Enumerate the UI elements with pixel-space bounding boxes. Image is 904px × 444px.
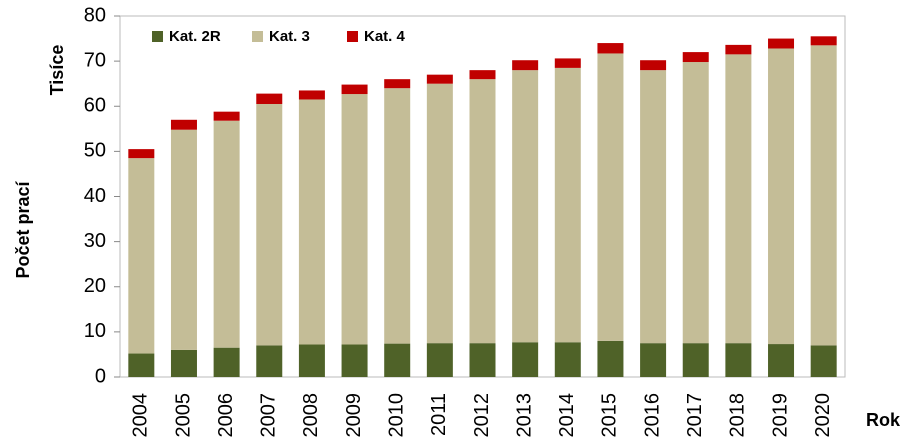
bar-segment xyxy=(170,129,197,350)
y-tick-label: 40 xyxy=(84,185,106,207)
bar-segment xyxy=(597,43,624,54)
x-tick-label: 2004 xyxy=(130,393,152,438)
x-tick-label: 2008 xyxy=(300,393,322,438)
y-unit-label: Tisíce xyxy=(47,45,67,96)
legend-swatch xyxy=(347,31,358,42)
bar-segment xyxy=(170,349,197,377)
bar-segment xyxy=(725,343,752,377)
bar-segment xyxy=(640,60,667,71)
y-tick-label: 60 xyxy=(84,95,106,117)
legend-label: Kat. 3 xyxy=(269,28,310,45)
bar-segment xyxy=(426,83,453,344)
legend-label: Kat. 2R xyxy=(169,28,221,45)
bar-segment xyxy=(426,343,453,377)
x-axis-label: Rok xyxy=(866,410,901,430)
bar-segment xyxy=(640,70,667,344)
bar-segment xyxy=(426,74,453,84)
bar-segment xyxy=(341,344,368,377)
bar-segment xyxy=(768,48,795,345)
bar-segment xyxy=(384,79,411,89)
x-tick-label: 2014 xyxy=(556,393,578,438)
bar-segment xyxy=(469,70,496,80)
x-tick-label: 2011 xyxy=(428,393,450,436)
y-tick-label: 70 xyxy=(84,49,106,71)
bar-segment xyxy=(725,54,752,344)
y-tick-label: 50 xyxy=(84,140,106,162)
y-tick-label: 0 xyxy=(95,365,106,387)
x-tick-label: 2019 xyxy=(769,393,791,438)
bar-segment xyxy=(469,79,496,344)
x-tick-label: 2006 xyxy=(215,393,237,438)
bar-segment xyxy=(768,344,795,377)
bar-segment xyxy=(128,158,155,354)
x-tick-label: 2012 xyxy=(471,393,493,438)
bar-segment xyxy=(512,342,539,377)
bar-segment xyxy=(384,88,411,344)
bar-segment xyxy=(213,347,240,377)
bar-segment xyxy=(554,342,581,377)
bar-segment xyxy=(512,60,539,71)
x-tick-label: 2007 xyxy=(258,393,280,438)
bar-segment xyxy=(682,52,709,63)
bar-segment xyxy=(725,44,752,55)
x-tick-label: 2005 xyxy=(172,393,194,438)
x-tick-label: 2013 xyxy=(513,393,535,438)
bar-segment xyxy=(469,343,496,377)
y-tick-label: 80 xyxy=(84,4,106,26)
bar-segment xyxy=(298,99,325,345)
bar-segment xyxy=(640,343,667,377)
legend-label: Kat. 4 xyxy=(364,28,406,45)
bar-segment xyxy=(298,90,325,100)
bar-segment xyxy=(768,38,795,49)
bar-segment xyxy=(298,344,325,377)
bar-segment xyxy=(170,119,197,130)
bar-segment xyxy=(128,149,155,159)
bar-segment xyxy=(810,45,837,346)
x-tick-label: 2009 xyxy=(343,393,365,438)
bar-segment xyxy=(810,36,837,46)
y-tick-label: 20 xyxy=(84,275,106,297)
x-tick-label: 2018 xyxy=(727,393,749,438)
x-tick-label: 2016 xyxy=(641,393,663,438)
x-tick-label: 2015 xyxy=(599,393,621,438)
bar-segment xyxy=(256,345,283,377)
bar-segment xyxy=(213,120,240,348)
y-tick-label: 30 xyxy=(84,230,106,252)
legend-swatch xyxy=(252,31,263,42)
x-tick-label: 2020 xyxy=(812,393,834,438)
bar-segment xyxy=(128,353,155,377)
y-axis-label: Počet prací xyxy=(13,180,33,278)
y-tick-label: 10 xyxy=(84,320,106,342)
x-tick-label: 2010 xyxy=(385,393,407,438)
bar-segment xyxy=(341,94,368,345)
bar-segment xyxy=(256,103,283,346)
bar-segment xyxy=(384,343,411,377)
bar-segment xyxy=(256,93,283,104)
legend-swatch xyxy=(152,31,163,42)
bar-segment xyxy=(554,67,581,343)
bar-segment xyxy=(810,345,837,377)
bar-segment xyxy=(682,343,709,377)
bar-segment xyxy=(213,111,240,121)
bar-segment xyxy=(597,53,624,341)
bar-segment xyxy=(554,58,581,68)
x-tick-label: 2017 xyxy=(684,393,706,438)
bar-segment xyxy=(512,70,539,343)
bar-segment xyxy=(682,62,709,344)
bar-segment xyxy=(597,340,624,377)
bar-segment xyxy=(341,84,368,95)
